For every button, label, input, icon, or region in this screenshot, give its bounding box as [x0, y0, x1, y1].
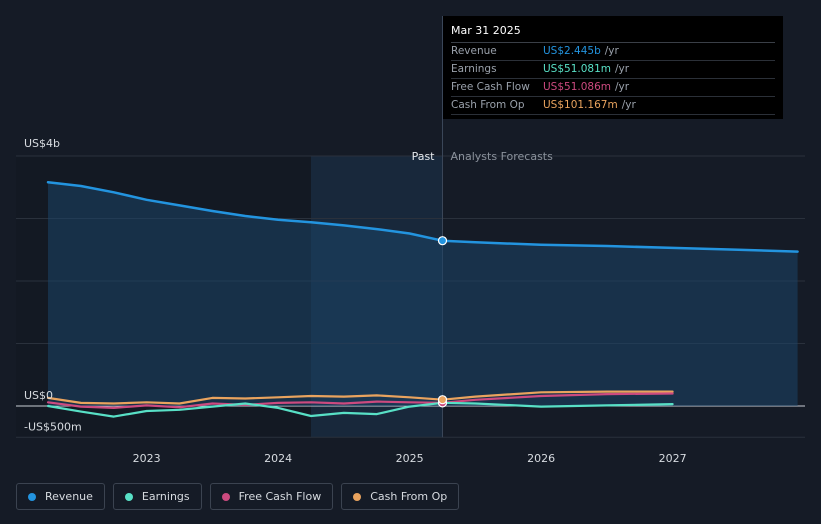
tooltip-rows: Revenue US$2.445b/yr Earnings US$51.081m/yr… [451, 43, 775, 115]
tooltip-row-label: Free Cash Flow [451, 81, 530, 93]
legend-label: Earnings [141, 490, 190, 503]
tooltip-row-value: US$2.445b [543, 45, 601, 57]
forecast-label: Analysts Forecasts [451, 150, 554, 163]
revenue-fill [48, 182, 798, 406]
legend-label: Free Cash Flow [238, 490, 322, 503]
tooltip-row-value: US$51.081m [543, 63, 611, 75]
legend-dot-icon [221, 492, 230, 501]
legend-item-earnings[interactable]: Earnings [112, 483, 202, 510]
tooltip-row-label: Revenue [451, 45, 497, 57]
tooltip-row-unit: /yr [615, 81, 630, 93]
tooltip-row: Free Cash Flow US$51.086m/yr [451, 79, 775, 97]
legend-label: Revenue [45, 490, 93, 503]
x-tick-label: 2026 [527, 452, 555, 465]
series-line-earnings [46, 401, 674, 418]
tooltip-row-label: Earnings [451, 63, 497, 75]
y-label-zero: US$0 [24, 389, 53, 402]
tooltip-row: Earnings US$51.081m/yr [451, 61, 775, 79]
series-line-cash-from-op [46, 390, 674, 405]
tooltip-date: Mar 31 2025 [451, 24, 775, 43]
past-label: Past [412, 150, 436, 163]
series-line-revenue [46, 181, 799, 253]
marker-cash-from-op [437, 395, 448, 405]
legend-item-revenue[interactable]: Revenue [16, 483, 105, 510]
tooltip-row-label: Cash From Op [451, 99, 525, 111]
series-line-free-cash-flow [46, 392, 674, 409]
y-label-top: US$4b [24, 137, 60, 150]
tooltip: Mar 31 2025 Revenue US$2.445b/yr Earnings U… [443, 16, 783, 119]
tooltip-row: Revenue US$2.445b/yr [451, 43, 775, 61]
tooltip-row-unit: /yr [615, 63, 630, 75]
marker-revenue [437, 236, 448, 246]
legend-dot-icon [124, 492, 133, 501]
legend-item-cash-from-op[interactable]: Cash From Op [341, 483, 460, 510]
y-label-bottom: -US$500m [24, 420, 82, 433]
legend-item-free-cash-flow[interactable]: Free Cash Flow [209, 483, 334, 510]
tooltip-row-unit: /yr [621, 99, 636, 111]
legend: Revenue Earnings Free Cash Flow Cash From O… [16, 483, 460, 510]
axis-labels: US$4b US$0 -US$500m Past Analysts Forecasts 2… [24, 137, 687, 465]
tooltip-row-value: US$101.167m [543, 99, 618, 111]
x-tick-label: 2027 [659, 452, 687, 465]
tooltip-row: Cash From Op US$101.167m/yr [451, 97, 775, 115]
revenue-area [48, 182, 798, 406]
legend-dot-icon [353, 492, 362, 501]
tooltip-row-unit: /yr [604, 45, 619, 57]
series-lines [46, 181, 799, 418]
tooltip-row-value: US$51.086m [543, 81, 611, 93]
legend-label: Cash From Op [370, 490, 448, 503]
x-tick-label: 2025 [396, 452, 424, 465]
legend-dot-icon [28, 492, 36, 501]
x-tick-label: 2024 [264, 452, 292, 465]
x-tick-label: 2023 [133, 452, 161, 465]
